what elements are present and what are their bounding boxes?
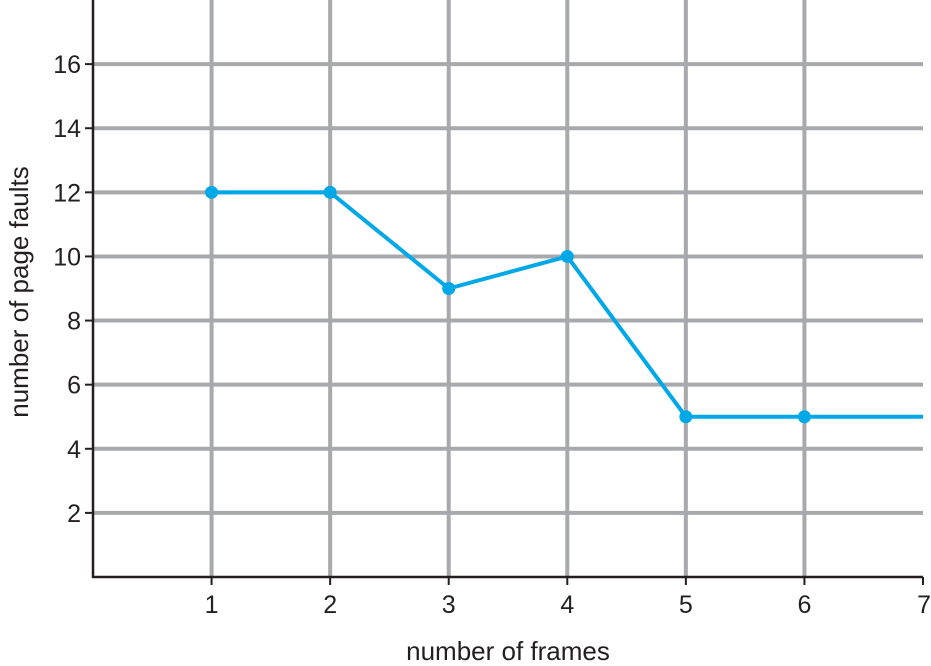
y-tick-label: 12 xyxy=(53,179,81,207)
axes xyxy=(85,0,924,585)
y-tick-label: 6 xyxy=(67,372,81,400)
data-point xyxy=(442,282,456,295)
y-tick-label: 16 xyxy=(53,51,81,79)
x-tick-label: 3 xyxy=(442,591,456,619)
y-tick-label: 2 xyxy=(67,500,81,528)
data-point xyxy=(560,249,574,263)
grid xyxy=(93,0,923,577)
data-point xyxy=(323,185,337,199)
x-tick-label: 5 xyxy=(679,591,693,619)
series-layer xyxy=(205,185,923,424)
x-tick-label: 4 xyxy=(560,591,574,619)
y-tick-label: 10 xyxy=(53,243,81,271)
x-tick-label: 2 xyxy=(323,591,337,619)
y-axis-label: number of page faults xyxy=(4,166,34,418)
data-point xyxy=(797,410,811,424)
y-tick-label: 4 xyxy=(67,436,81,464)
y-tick-label: 14 xyxy=(53,115,81,143)
data-point xyxy=(205,185,219,199)
x-tick-label: 7 xyxy=(917,591,931,619)
y-tick-label: 8 xyxy=(67,308,81,336)
x-tick-label: 6 xyxy=(797,591,811,619)
x-axis-label: number of frames xyxy=(406,636,610,666)
x-tick-label: 1 xyxy=(205,591,219,619)
data-point xyxy=(679,410,693,424)
